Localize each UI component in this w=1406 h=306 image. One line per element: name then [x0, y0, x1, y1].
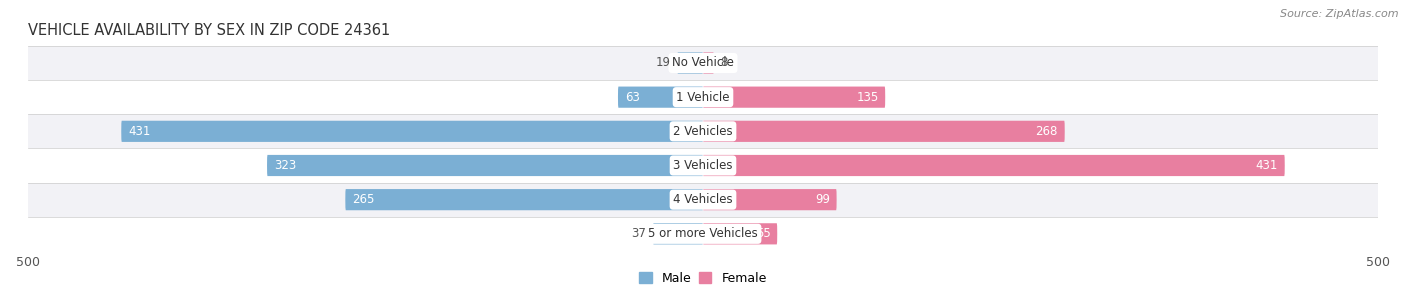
Text: 63: 63	[624, 91, 640, 104]
FancyBboxPatch shape	[678, 52, 703, 73]
Text: 5 or more Vehicles: 5 or more Vehicles	[648, 227, 758, 240]
FancyBboxPatch shape	[121, 121, 703, 142]
Text: 323: 323	[274, 159, 297, 172]
Legend: Male, Female: Male, Female	[634, 267, 772, 290]
Text: 135: 135	[856, 91, 879, 104]
Text: 4 Vehicles: 4 Vehicles	[673, 193, 733, 206]
Text: 265: 265	[352, 193, 374, 206]
Bar	[28, 183, 1378, 217]
Text: Source: ZipAtlas.com: Source: ZipAtlas.com	[1281, 9, 1399, 19]
FancyBboxPatch shape	[703, 52, 714, 73]
FancyBboxPatch shape	[703, 155, 1285, 176]
Text: 431: 431	[1256, 159, 1278, 172]
Text: 2 Vehicles: 2 Vehicles	[673, 125, 733, 138]
FancyBboxPatch shape	[619, 87, 703, 108]
FancyBboxPatch shape	[703, 189, 837, 210]
FancyBboxPatch shape	[267, 155, 703, 176]
Text: 8: 8	[720, 57, 728, 69]
FancyBboxPatch shape	[703, 87, 886, 108]
FancyBboxPatch shape	[652, 223, 703, 244]
Text: 99: 99	[815, 193, 830, 206]
Bar	[28, 148, 1378, 183]
Text: No Vehicle: No Vehicle	[672, 57, 734, 69]
Bar	[28, 80, 1378, 114]
Text: 1 Vehicle: 1 Vehicle	[676, 91, 730, 104]
FancyBboxPatch shape	[703, 121, 1064, 142]
FancyBboxPatch shape	[346, 189, 703, 210]
FancyBboxPatch shape	[703, 223, 778, 244]
Text: 3 Vehicles: 3 Vehicles	[673, 159, 733, 172]
Text: 268: 268	[1036, 125, 1057, 138]
Bar	[28, 46, 1378, 80]
Bar	[28, 114, 1378, 148]
Text: 431: 431	[128, 125, 150, 138]
Text: 19: 19	[655, 57, 671, 69]
Text: 37: 37	[631, 227, 647, 240]
Bar	[28, 217, 1378, 251]
Text: 55: 55	[756, 227, 770, 240]
Text: VEHICLE AVAILABILITY BY SEX IN ZIP CODE 24361: VEHICLE AVAILABILITY BY SEX IN ZIP CODE …	[28, 23, 391, 38]
